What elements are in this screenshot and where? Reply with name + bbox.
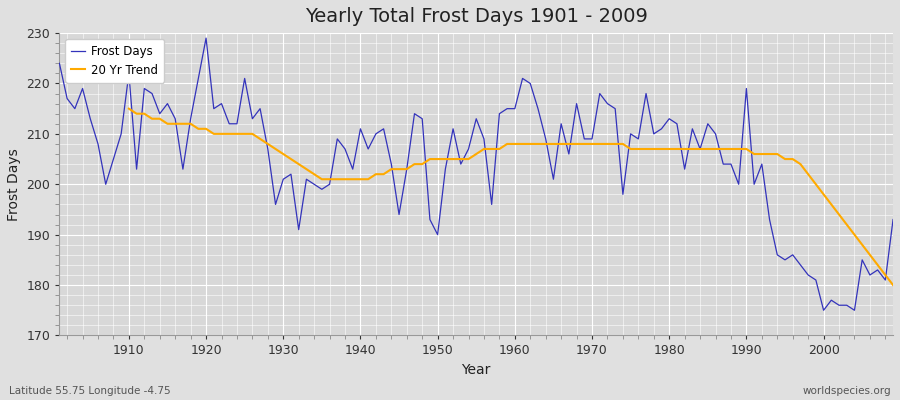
Text: Latitude 55.75 Longitude -4.75: Latitude 55.75 Longitude -4.75 bbox=[9, 386, 171, 396]
20 Yr Trend bbox=[301, 167, 311, 172]
Frost Days bbox=[293, 227, 304, 232]
Frost Days bbox=[116, 132, 127, 136]
20 Yr Trend bbox=[270, 146, 281, 151]
20 Yr Trend bbox=[518, 142, 528, 146]
20 Yr Trend bbox=[849, 232, 859, 237]
Frost Days bbox=[518, 76, 528, 81]
Frost Days bbox=[610, 106, 621, 111]
Y-axis label: Frost Days: Frost Days bbox=[7, 148, 21, 221]
Frost Days bbox=[887, 217, 898, 222]
20 Yr Trend bbox=[123, 106, 134, 111]
Frost Days bbox=[509, 106, 520, 111]
X-axis label: Year: Year bbox=[462, 363, 490, 377]
20 Yr Trend bbox=[887, 283, 898, 288]
Title: Yearly Total Frost Days 1901 - 2009: Yearly Total Frost Days 1901 - 2009 bbox=[305, 7, 648, 26]
Frost Days bbox=[54, 61, 65, 66]
Frost Days bbox=[818, 308, 829, 313]
Line: Frost Days: Frost Days bbox=[59, 38, 893, 310]
Frost Days bbox=[339, 146, 350, 151]
Text: worldspecies.org: worldspecies.org bbox=[803, 386, 891, 396]
Frost Days bbox=[201, 36, 212, 40]
Line: 20 Yr Trend: 20 Yr Trend bbox=[129, 109, 893, 285]
20 Yr Trend bbox=[826, 202, 837, 207]
Legend: Frost Days, 20 Yr Trend: Frost Days, 20 Yr Trend bbox=[66, 39, 164, 83]
20 Yr Trend bbox=[579, 142, 590, 146]
